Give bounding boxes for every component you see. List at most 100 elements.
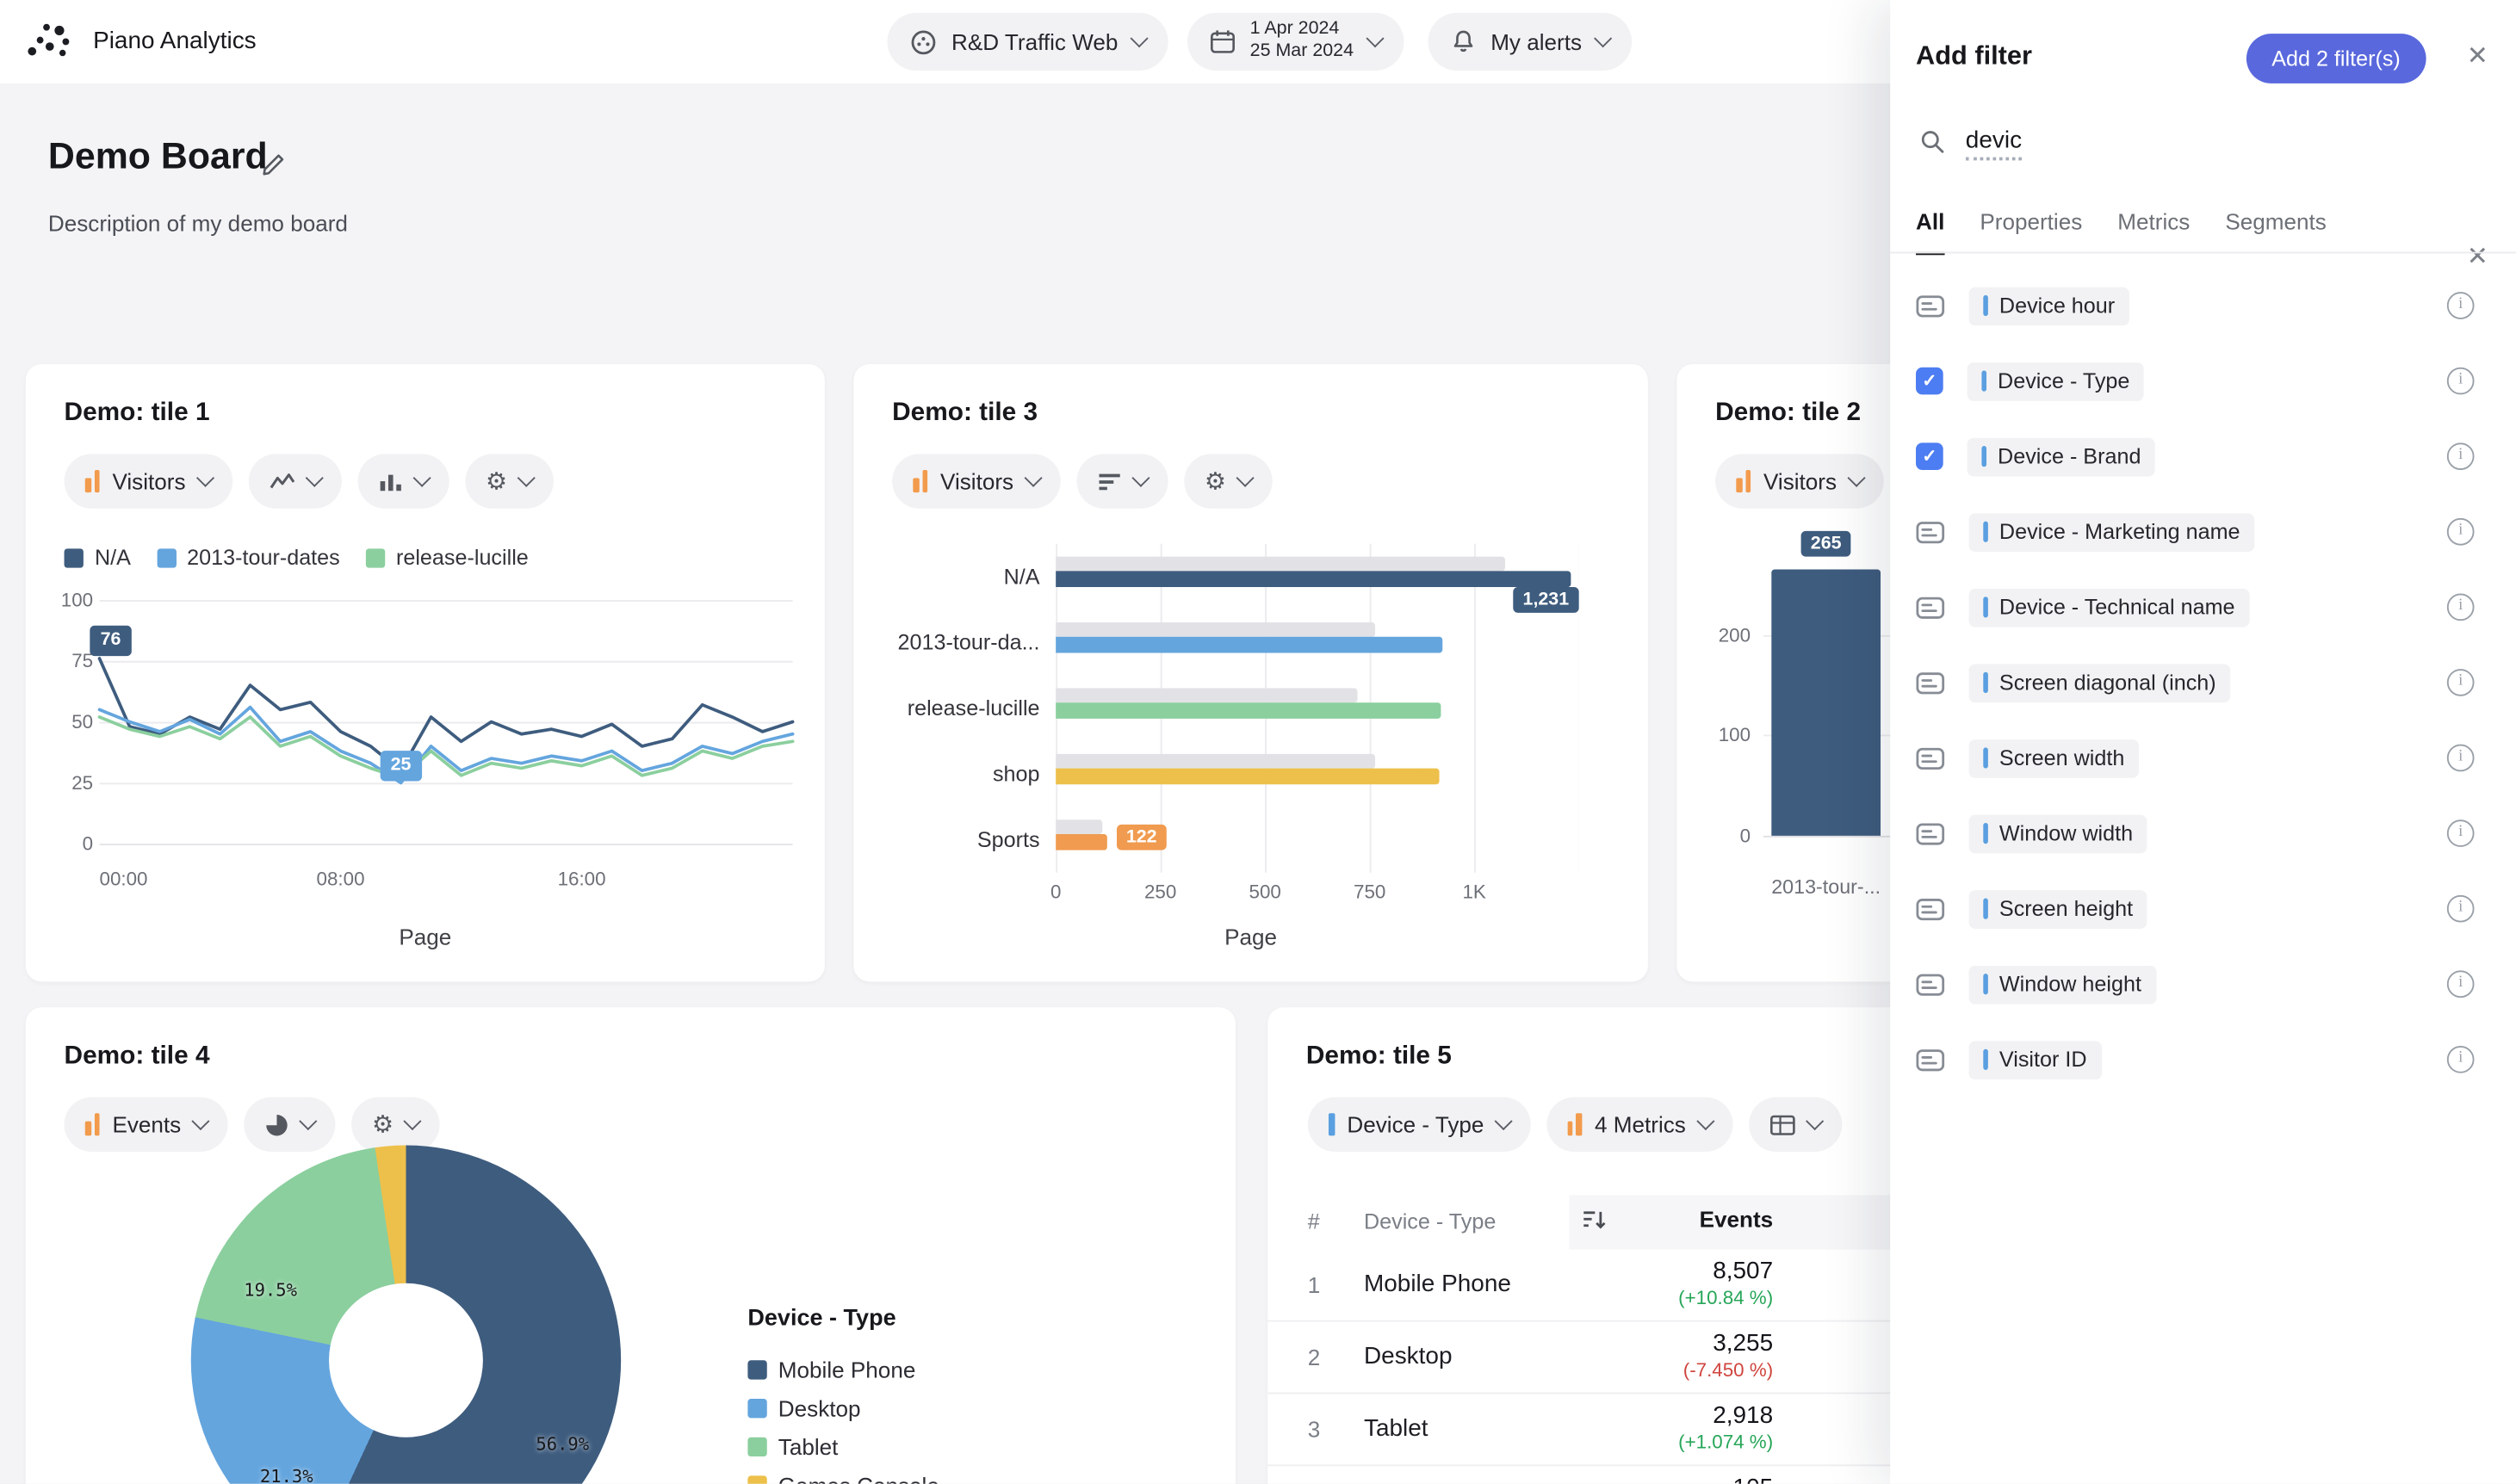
property-type-icon[interactable]	[1916, 819, 1945, 848]
clear-search-icon[interactable]: ✕	[2462, 242, 2494, 274]
filter-item[interactable]: Screen width i	[1890, 720, 2516, 796]
property-chip[interactable]: Screen width	[1968, 739, 2140, 777]
site-selector-label: R&D Traffic Web	[951, 28, 1119, 55]
tile-controls: Device - Type 4 Metrics	[1307, 1097, 1842, 1152]
property-chip[interactable]: Device - Marketing name	[1968, 512, 2255, 552]
bar-current	[1056, 571, 1571, 588]
info-icon[interactable]: i	[2446, 669, 2475, 696]
filter-item[interactable]: Window height i	[1890, 946, 2516, 1022]
brand[interactable]: Piano Analytics	[22, 16, 257, 65]
data-point-badge: 25	[380, 751, 422, 782]
bar-row: shop	[879, 741, 1578, 807]
property-type-icon[interactable]	[1916, 969, 1945, 999]
legend-swatch	[156, 547, 177, 567]
info-icon[interactable]: i	[2446, 442, 2475, 471]
filter-item[interactable]: Device hour i	[1890, 268, 2516, 343]
x-axis-label: Page	[1224, 924, 1278, 950]
chevron-down-icon	[1236, 468, 1255, 487]
property-chip[interactable]: Device - Technical name	[1968, 587, 2250, 627]
info-icon[interactable]: i	[2446, 367, 2475, 395]
table-row[interactable]: 4Games Console105	[1267, 1466, 2516, 1484]
metric-selector[interactable]: Visitors	[892, 454, 1061, 509]
x-axis-tick: 08:00	[316, 868, 365, 891]
tab-segments[interactable]: Segments	[2225, 208, 2327, 235]
date-range-picker[interactable]: 1 Apr 2024 25 Mar 2024	[1187, 12, 1404, 71]
search-input[interactable]: devic	[1965, 127, 2023, 161]
legend-label: Mobile Phone	[778, 1357, 916, 1383]
info-icon[interactable]: i	[2446, 517, 2475, 546]
info-icon[interactable]: i	[2446, 970, 2475, 999]
filter-item[interactable]: Device - Technical name i	[1890, 570, 2516, 646]
property-chip[interactable]: Screen height	[1968, 889, 2147, 929]
property-label: Screen diagonal (inch)	[1999, 670, 2216, 694]
add-filters-button[interactable]: Add 2 filter(s)	[2246, 34, 2426, 83]
filter-item[interactable]: ✓ Device - Type i	[1890, 343, 2516, 419]
info-icon[interactable]: i	[2446, 1046, 2475, 1073]
metric-selector[interactable]: Visitors	[1715, 454, 1884, 509]
cell-metric: 3,255 (-7.450 %)	[1589, 1330, 1773, 1382]
property-type-icon[interactable]	[1916, 1045, 1945, 1074]
settings-selector[interactable]: ⚙	[350, 1097, 441, 1152]
info-icon[interactable]: i	[2446, 593, 2475, 621]
chart-type-selector[interactable]	[243, 1097, 336, 1152]
metric-bars-icon	[1567, 1113, 1583, 1136]
chevron-down-icon	[191, 1112, 210, 1131]
info-icon[interactable]: i	[2446, 819, 2475, 847]
property-chip[interactable]: Device - Brand	[1967, 436, 2156, 476]
checkbox-checked[interactable]: ✓	[1916, 367, 1943, 395]
chart-type-selector[interactable]	[1075, 454, 1168, 509]
metrics-label: 4 Metrics	[1595, 1111, 1686, 1138]
edit-board-button[interactable]	[253, 145, 294, 186]
info-icon[interactable]: i	[2446, 894, 2475, 923]
tab-metrics[interactable]: Metrics	[2117, 208, 2191, 235]
tab-all[interactable]: All	[1916, 208, 1945, 256]
info-icon[interactable]: i	[2446, 292, 2475, 319]
settings-selector[interactable]: ⚙	[464, 454, 555, 509]
property-chip[interactable]: Visitor ID	[1968, 1040, 2102, 1079]
filter-item[interactable]: Visitor ID i	[1890, 1022, 2516, 1098]
property-chip[interactable]: Device - Type	[1967, 362, 2145, 400]
metric-selector[interactable]: Visitors	[64, 454, 232, 509]
alerts-menu[interactable]: My alerts	[1428, 12, 1632, 71]
y-axis-tick: 0	[1739, 824, 1751, 847]
filter-item[interactable]: ✓ Device - Brand i	[1890, 418, 2516, 494]
filter-search[interactable]: devic ✕	[1890, 115, 2516, 271]
filter-item[interactable]: Device - Marketing name i	[1890, 494, 2516, 570]
data-point-badge: 76	[90, 626, 132, 657]
tab-properties[interactable]: Properties	[1980, 208, 2083, 235]
data-options-selector[interactable]	[356, 454, 449, 509]
gear-icon: ⚙	[1204, 467, 1226, 495]
property-type-icon[interactable]	[1916, 593, 1945, 622]
settings-selector[interactable]: ⚙	[1183, 454, 1273, 509]
filter-item[interactable]: Screen diagonal (inch) i	[1890, 645, 2516, 720]
site-selector[interactable]: R&D Traffic Web	[887, 12, 1168, 71]
bar-current	[1056, 702, 1441, 719]
property-chip[interactable]: Window width	[1968, 813, 2147, 853]
metric-selector[interactable]: Events	[64, 1097, 228, 1152]
property-chip[interactable]: Window height	[1968, 964, 2156, 1004]
tile-controls: Events ⚙	[64, 1097, 441, 1152]
column-header-rank[interactable]: #	[1307, 1209, 1320, 1234]
property-type-icon[interactable]	[1916, 291, 1945, 320]
property-type-icon[interactable]	[1916, 517, 1945, 547]
filter-item[interactable]: Screen height i	[1890, 871, 2516, 947]
column-header-events[interactable]: Events	[1582, 1206, 1773, 1232]
info-icon[interactable]: i	[2446, 744, 2475, 772]
bar-current	[1056, 636, 1443, 653]
filter-item[interactable]: Window width i	[1890, 795, 2516, 871]
column-header-dimension[interactable]: Device - Type	[1363, 1209, 1497, 1234]
property-color-bar	[1983, 897, 1988, 918]
property-color-bar	[1983, 973, 1988, 994]
close-panel-icon[interactable]: ✕	[2462, 41, 2494, 73]
property-type-icon[interactable]	[1916, 668, 1945, 697]
property-type-icon[interactable]	[1916, 744, 1945, 773]
property-type-icon[interactable]	[1916, 894, 1945, 924]
chart-type-selector[interactable]	[1748, 1097, 1842, 1152]
property-chip[interactable]: Screen diagonal (inch)	[1968, 663, 2231, 702]
line-series	[97, 657, 795, 773]
metrics-selector[interactable]: 4 Metrics	[1546, 1097, 1732, 1152]
property-chip[interactable]: Device hour	[1968, 286, 2129, 325]
checkbox-checked[interactable]: ✓	[1916, 442, 1943, 471]
chart-type-selector[interactable]	[248, 454, 342, 509]
dimension-selector[interactable]: Device - Type	[1307, 1097, 1531, 1152]
